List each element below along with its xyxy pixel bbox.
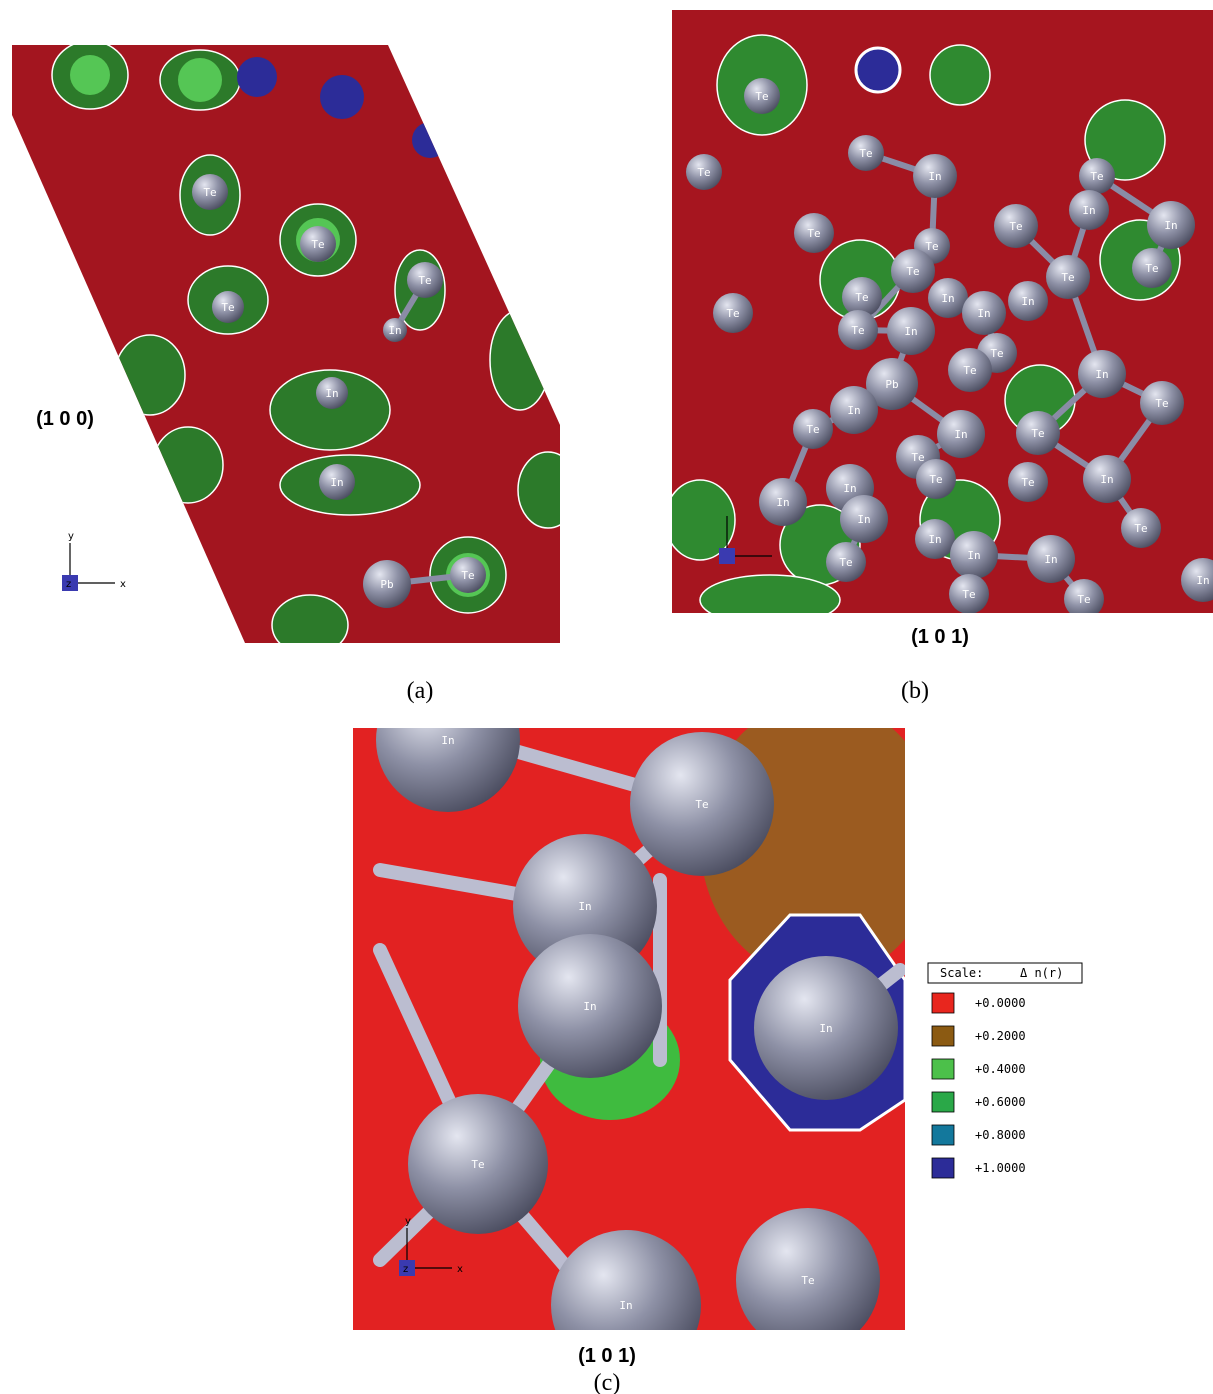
atom-label: In — [325, 387, 338, 400]
panel-caption: (b) — [901, 678, 929, 704]
atom-label: Te — [963, 364, 976, 377]
atom-label: In — [1082, 204, 1095, 217]
axis-label: x — [457, 1264, 463, 1275]
atom-label: In — [1044, 553, 1057, 566]
legend-label: +0.4000 — [975, 1062, 1026, 1076]
atom-label: In — [330, 476, 343, 489]
atom-label: In — [1100, 473, 1113, 486]
atom-label: Te — [1009, 220, 1022, 233]
atom-label: In — [928, 533, 941, 546]
atom-label: Te — [1021, 476, 1034, 489]
axis-label: z — [403, 1264, 408, 1275]
atom-label: In — [578, 900, 591, 913]
atom-label: In — [977, 307, 990, 320]
atom-label: Te — [859, 147, 872, 160]
atom-label: Te — [925, 240, 938, 253]
atom-label: Te — [471, 1158, 484, 1171]
legend-label: +0.8000 — [975, 1128, 1026, 1142]
legend-swatch — [932, 1092, 954, 1112]
atom-label: Te — [1077, 593, 1090, 606]
atom-label: Te — [911, 451, 924, 464]
atom-label: Te — [807, 227, 820, 240]
atom-label: Te — [851, 324, 864, 337]
atom-label: In — [388, 324, 401, 337]
axis-z — [719, 548, 735, 564]
atom-label: Te — [697, 166, 710, 179]
plane-label: (1 0 1) — [911, 626, 969, 648]
atom-label: In — [819, 1022, 832, 1035]
legend-swatch — [932, 1158, 954, 1178]
axis-label: x — [120, 579, 126, 590]
axis-label: y — [405, 1216, 411, 1227]
axis-label: y — [68, 531, 74, 542]
atom-label: Te — [990, 347, 1003, 360]
density-map-a — [0, 40, 578, 655]
atom-label: Te — [1061, 271, 1074, 284]
atom-label: In — [776, 496, 789, 509]
atom-label: In — [928, 170, 941, 183]
legend-label: +0.2000 — [975, 1029, 1026, 1043]
legend-title: Scale: — [940, 966, 983, 980]
atom-label: In — [857, 513, 870, 526]
legend-label: +1.0000 — [975, 1161, 1026, 1175]
atom-label: Te — [695, 798, 708, 811]
legend-swatch — [932, 1059, 954, 1079]
atom-label: Te — [311, 238, 324, 251]
figure: Te Te Te Te In In In Pb Te Te Te Te In Te In In Te Te Te Te… — [0, 0, 1213, 1394]
atom-label: Te — [839, 556, 852, 569]
atom-label: In — [1196, 574, 1209, 587]
panel-caption: (a) — [407, 678, 434, 704]
atom-label: In — [583, 1000, 596, 1013]
atom-label: Te — [806, 423, 819, 436]
atom-label: In — [843, 482, 856, 495]
legend-label: +0.0000 — [975, 996, 1026, 1010]
atom-label: In — [967, 549, 980, 562]
atom-label: In — [441, 734, 454, 747]
panel-caption: (c) — [594, 1370, 621, 1394]
atom-label: Te — [221, 301, 234, 314]
atom-label: Te — [962, 588, 975, 601]
atom-label: In — [1021, 295, 1034, 308]
atom-label: In — [1095, 368, 1108, 381]
atom-label: Te — [418, 274, 431, 287]
atom-label: In — [954, 428, 967, 441]
legend-swatch — [932, 993, 954, 1013]
atom-label: In — [1164, 219, 1177, 232]
atom-label: Te — [801, 1274, 814, 1287]
atom-label: In — [619, 1299, 632, 1312]
atom-label: In — [904, 325, 917, 338]
atom-label: Te — [461, 569, 474, 582]
atom-label: Te — [1090, 170, 1103, 183]
plane-label: (1 0 0) — [36, 408, 94, 430]
legend-label: +0.6000 — [975, 1095, 1026, 1109]
atom-label: In — [941, 292, 954, 305]
legend-swatch — [932, 1125, 954, 1145]
atom-label: Te — [726, 307, 739, 320]
atom-label: Te — [755, 90, 768, 103]
atom-label: Te — [203, 186, 216, 199]
legend-swatch — [932, 1026, 954, 1046]
plane-label: (1 0 1) — [578, 1345, 636, 1367]
atom-label: Pb — [885, 378, 898, 391]
atom-label: Te — [929, 473, 942, 486]
atom-label: Te — [1134, 522, 1147, 535]
atom-label: In — [847, 404, 860, 417]
atom-label: Te — [1155, 397, 1168, 410]
atom-label: Te — [1145, 262, 1158, 275]
atom-label: Te — [1031, 427, 1044, 440]
atom-label: Te — [906, 265, 919, 278]
atom-label: Te — [855, 291, 868, 304]
atom-label: Pb — [380, 578, 393, 591]
legend-symbol: Δ n(r) — [1020, 966, 1063, 980]
axis-label: z — [66, 579, 71, 590]
